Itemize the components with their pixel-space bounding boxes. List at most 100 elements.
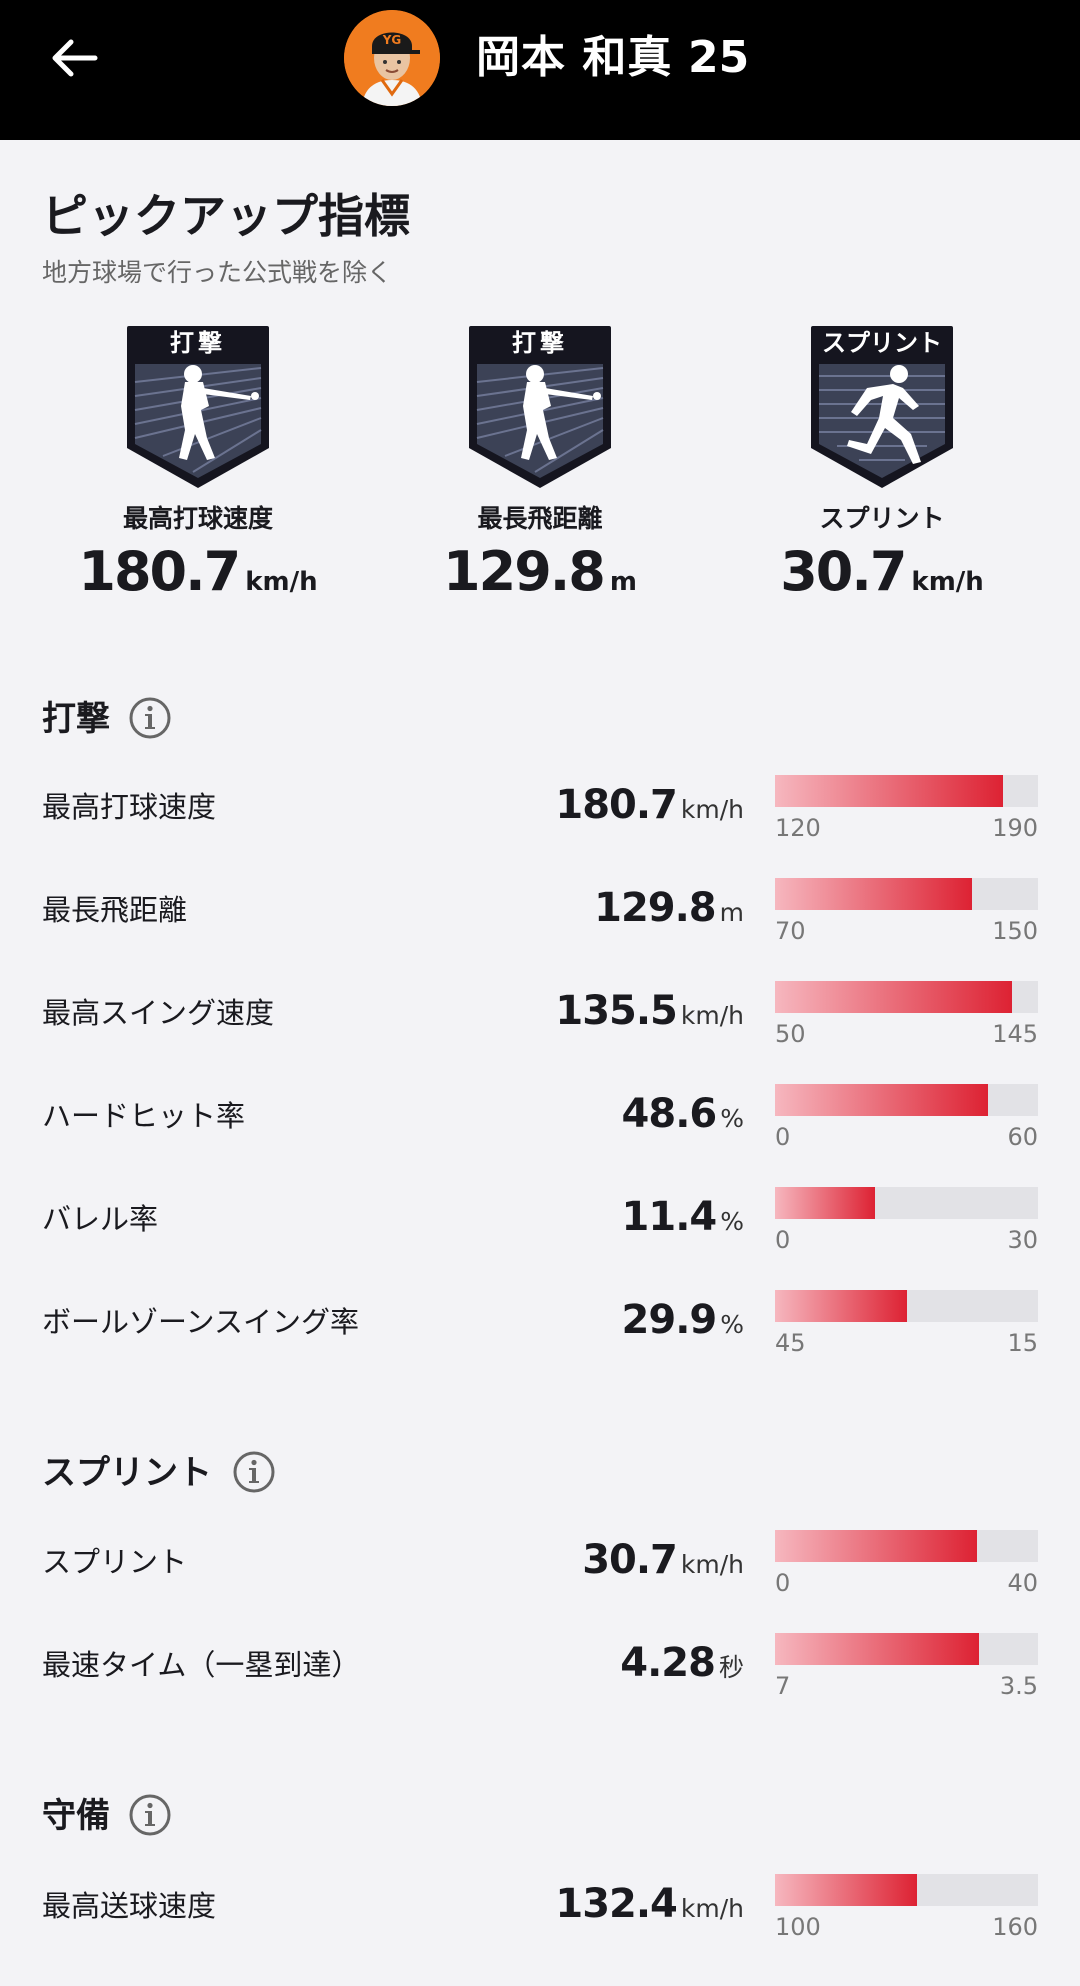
metric-bar	[775, 1084, 1038, 1116]
badge-label: 打撃	[170, 329, 226, 357]
metric-label: ハードヒット率	[42, 1099, 246, 1133]
metric-value-wrap: 48.6%	[622, 1086, 744, 1150]
pickup-unit: km/h	[245, 567, 318, 597]
metric-row-max-exit-velocity: 最高打球速度 180.7 km/h 120 190	[0, 775, 1080, 855]
metric-value: 135.5	[555, 988, 678, 1034]
metric-row-hard-hit-rate: ハードヒット率 48.6% 0 60	[0, 1084, 1080, 1164]
metric-value-wrap: 180.7 km/h	[555, 777, 744, 841]
pickup-value-row: 180.7 km/h	[48, 537, 348, 620]
metric-label: バレル率	[42, 1202, 159, 1236]
metric-unit: km/h	[680, 1001, 744, 1030]
metric-label: 最長飛距離	[42, 893, 188, 927]
metric-bar-fill	[775, 775, 1004, 807]
metric-unit: km/h	[680, 1894, 744, 1923]
pickup-value-row: 129.8 m	[390, 537, 690, 620]
back-button[interactable]	[42, 30, 106, 86]
bar-max-label: 15	[1007, 1329, 1038, 1357]
metric-row-max-throw-speed: 最高送球速度 132.4 km/h 100 160	[0, 1874, 1080, 1954]
bar-min-label: 50	[775, 1020, 806, 1048]
bar-min-label: 120	[775, 814, 821, 842]
batter-silhouette-icon	[127, 326, 269, 488]
pickup-label: 最長飛距離	[477, 504, 603, 533]
metric-label: 最高スイング速度	[42, 996, 275, 1030]
section-title-batting: 打撃	[42, 699, 110, 739]
pickup-label: スプリント	[819, 504, 945, 533]
pickup-unit: km/h	[911, 567, 984, 597]
metric-value: 129.8	[594, 885, 717, 931]
pickup-card-sprint: スプリント スプリント 30.7 km/h	[732, 322, 1032, 612]
sprint-badge: スプリント	[807, 322, 957, 490]
metric-unit: %	[720, 1104, 744, 1133]
metric-value: 29.9	[621, 1297, 718, 1343]
bar-min-label: 70	[775, 917, 806, 945]
info-circle-icon[interactable]	[232, 1450, 276, 1494]
bar-min-label: 0	[775, 1123, 791, 1151]
pickup-value: 129.8	[443, 540, 606, 603]
metric-label: 最高打球速度	[42, 790, 217, 824]
info-circle-icon[interactable]	[128, 696, 172, 740]
metric-value: 48.6	[621, 1091, 718, 1137]
metric-row-chase-rate: ボールゾーンスイング率 29.9% 45 15	[0, 1290, 1080, 1370]
bar-min-label: 0	[775, 1226, 791, 1254]
metric-unit: km/h	[680, 1550, 744, 1579]
bar-max-label: 150	[992, 917, 1038, 945]
bar-min-label: 7	[775, 1672, 791, 1700]
batter-silhouette-icon	[469, 326, 611, 488]
arrow-left-icon	[52, 39, 98, 77]
pickup-value: 30.7	[780, 540, 907, 603]
metric-bar-fill	[775, 1633, 980, 1665]
metric-value-wrap: 129.8 m	[594, 880, 744, 944]
metric-value: 4.28	[620, 1640, 716, 1686]
metric-label: ボールゾーンスイング率	[42, 1305, 359, 1339]
metric-value: 30.7	[582, 1537, 678, 1583]
batting-badge: 打撃	[123, 322, 273, 490]
metric-label: 最高送球速度	[42, 1889, 217, 1923]
badge-label: スプリント	[822, 329, 942, 357]
info-circle-icon[interactable]	[128, 1793, 172, 1837]
metric-bar	[775, 1633, 1038, 1665]
metric-bar	[775, 775, 1038, 807]
metric-value-wrap: 135.5 km/h	[555, 983, 744, 1047]
metric-value-wrap: 132.4 km/h	[555, 1876, 744, 1940]
metric-value-wrap: 30.7 km/h	[582, 1532, 744, 1596]
metric-bar-fill	[775, 878, 972, 910]
metric-bar	[775, 1290, 1038, 1322]
bar-max-label: 30	[1007, 1226, 1038, 1254]
pickup-card-max-exit-velocity: 打撃 最高打球速度 180.7 km/h	[48, 322, 348, 612]
metric-bar	[775, 981, 1038, 1013]
pickup-label: 最高打球速度	[122, 504, 273, 533]
metric-bar-fill	[775, 1874, 918, 1906]
app-header: YG 岡本 和真 25	[0, 0, 1080, 140]
metric-bar	[775, 1187, 1038, 1219]
bar-min-label: 45	[775, 1329, 806, 1357]
player-number: 25	[688, 32, 750, 83]
metric-label: 最速タイム（一塁到達）	[42, 1648, 361, 1682]
bar-max-label: 40	[1007, 1569, 1038, 1597]
metric-value-wrap: 11.4%	[622, 1189, 744, 1253]
pickup-value: 180.7	[78, 540, 241, 603]
metric-row-first-base-time: 最速タイム（一塁到達） 4.28 秒 7 3.5	[0, 1633, 1080, 1713]
metric-bar	[775, 1530, 1038, 1562]
metric-value: 180.7	[555, 782, 678, 828]
badge-label: 打撃	[512, 329, 568, 357]
metric-bar-fill	[775, 981, 1012, 1013]
svg-text:YG: YG	[382, 33, 402, 47]
metric-row-sprint: スプリント 30.7 km/h 0 40	[0, 1530, 1080, 1610]
runner-silhouette-icon	[811, 326, 953, 488]
pickup-value-row: 30.7 km/h	[732, 537, 1032, 620]
bar-min-label: 0	[775, 1569, 791, 1597]
pickup-unit: m	[609, 567, 637, 597]
bar-max-label: 60	[1007, 1123, 1038, 1151]
player-name: 岡本 和真	[476, 32, 673, 83]
metric-value-wrap: 29.9%	[622, 1292, 744, 1356]
metric-row-barrel-rate: バレル率 11.4% 0 30	[0, 1187, 1080, 1267]
metric-label: スプリント	[42, 1545, 188, 1579]
pickup-note: 地方球場で行った公式戦を除く	[42, 258, 393, 287]
metric-bar	[775, 878, 1038, 910]
metric-unit: m	[719, 898, 744, 927]
metric-unit: km/h	[680, 795, 744, 824]
metric-bar-fill	[775, 1084, 989, 1116]
metric-value: 11.4	[621, 1194, 718, 1240]
metric-bar-fill	[775, 1187, 875, 1219]
pickup-card-max-distance: 打撃 最長飛距離 129.8 m	[390, 322, 690, 612]
